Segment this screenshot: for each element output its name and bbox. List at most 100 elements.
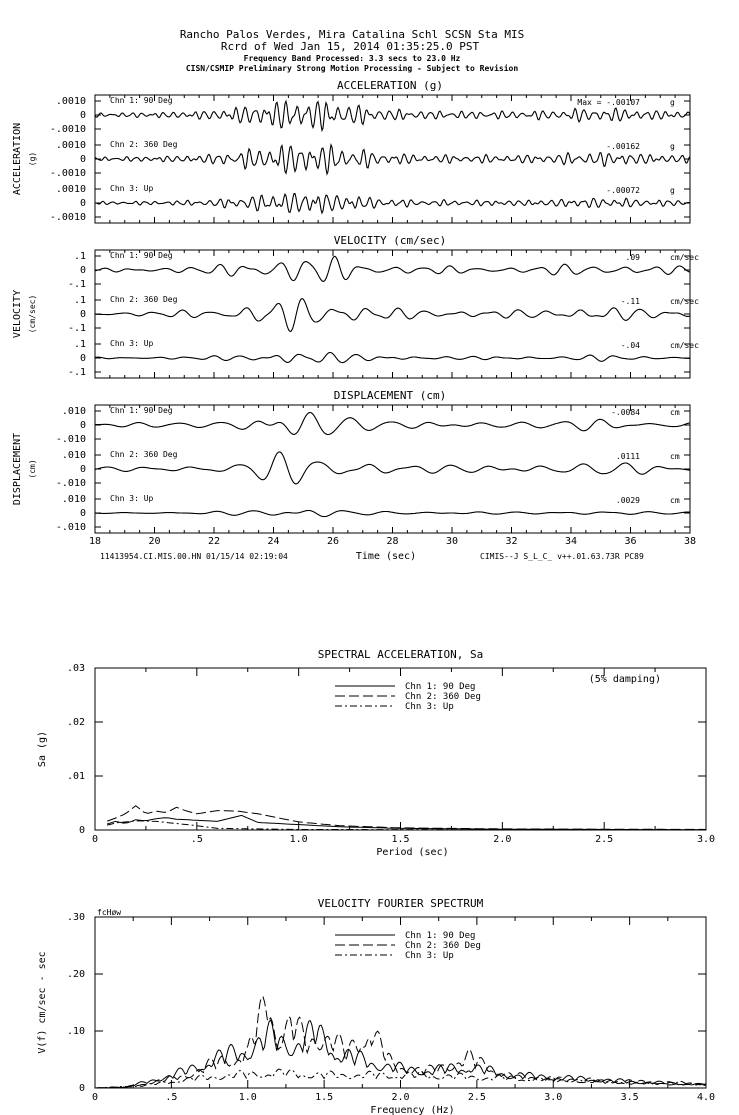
y-tick-label: .0010	[56, 96, 86, 107]
damping-note: (5% damping)	[589, 674, 661, 685]
x-tick-label: 36	[624, 536, 636, 547]
x-tick-label: 24	[267, 536, 279, 547]
chart-title: VELOCITY FOURIER SPECTRUM	[318, 897, 484, 910]
y-tick-label: -.0010	[50, 168, 86, 179]
channel-max: -.04	[621, 341, 640, 350]
x-tick-label: 30	[446, 536, 458, 547]
waveform-trace	[95, 411, 691, 436]
spectrum-series-line	[107, 805, 707, 830]
x-tick-label: 32	[505, 536, 517, 547]
channel-max: -.11	[621, 297, 640, 306]
y-tick-label: 0	[80, 265, 86, 276]
channel-unit: cm	[670, 408, 680, 417]
channel-label: Chn 1: 90 Deg	[110, 96, 173, 105]
channel-unit: g	[670, 142, 675, 151]
channel-max: .09	[626, 253, 641, 262]
spectrum-series-line	[94, 1068, 707, 1089]
channel-unit: g	[670, 98, 675, 107]
y-tick-label: -.010	[56, 434, 86, 445]
x-tick-label: 22	[208, 536, 220, 547]
waveform-trace	[95, 297, 691, 332]
channel-unit: cm/sec	[670, 341, 699, 350]
channel-unit: cm	[670, 452, 680, 461]
software-version: CIMIS--J S_L_C_ v++.01.63.73R PC89	[480, 552, 644, 561]
record-time: Rcrd of Wed Jan 15, 2014 01:35:25.0 PST	[221, 40, 480, 53]
y-tick-label: 0	[80, 508, 86, 519]
channel-max: .0029	[616, 496, 640, 505]
chart-frame	[94, 667, 707, 831]
x-tick-label: 2.0	[493, 834, 511, 845]
channel-max: -.0084	[611, 408, 640, 417]
waveform-trace	[94, 451, 691, 485]
x-tick-label: 26	[327, 536, 339, 547]
x-tick-label: 0	[92, 834, 98, 845]
y-tick-label: 0	[80, 353, 86, 364]
waveform-trace	[95, 192, 691, 215]
y-tick-label: .30	[67, 912, 85, 923]
record-id: 11413954.CI.MIS.00.HN 01/15/14 02:19:04	[100, 552, 288, 561]
channel-unit: cm/sec	[670, 297, 699, 306]
channel-label: Chn 3: Up	[110, 339, 154, 348]
x-tick-label: 4.0	[697, 1092, 715, 1103]
station-title: Rancho Palos Verdes, Mira Catalina Schl …	[180, 28, 524, 41]
channel-max: -.00162	[606, 142, 640, 151]
panel-title: VELOCITY (cm/sec)	[334, 234, 447, 247]
x-tick-label: 38	[684, 536, 696, 547]
timeseries-panel-0: ACCELERATION (g) ACCELERATION (g) .0010 0 -.0…	[12, 79, 691, 224]
panel-ylabel: ACCELERATION	[12, 123, 23, 195]
y-tick-label: .0010	[56, 140, 86, 151]
processing-note: CISN/CSMIP Preliminary Strong Motion Pro…	[186, 63, 519, 73]
x-tick-label: 1.0	[290, 834, 308, 845]
legend-label: Chn 2: 360 Deg	[405, 692, 481, 702]
x-tick-label: 2.5	[595, 834, 613, 845]
y-tick-label: .1	[74, 295, 86, 306]
timeseries-panel-1: VELOCITY (cm/sec) VELOCITY (cm/sec) .1 0 -.1 C…	[12, 234, 699, 379]
spectrum-chart-1: VELOCITY FOURIER SPECTRUM 0 .5 1.0 1.5 2.0 2.5…	[37, 897, 715, 1115]
channel-max: -.00072	[606, 186, 640, 195]
channel-label: Chn 2: 360 Deg	[110, 450, 178, 459]
channel-max: Max = -.00107	[577, 98, 640, 107]
channel-unit: cm/sec	[670, 253, 699, 262]
y-tick-label: 0	[80, 464, 86, 475]
y-tick-label: .10	[67, 1026, 85, 1037]
channel-label: Chn 3: Up	[110, 184, 154, 193]
spectrum-chart-0: SPECTRAL ACCELERATION, Sa 0 .5 1.0 1.5 2.0 2.5…	[37, 648, 715, 858]
legend-label: Chn 3: Up	[405, 951, 454, 961]
y-tick-label: -.0010	[50, 124, 86, 135]
x-tick-label: 1.5	[315, 1092, 333, 1103]
y-tick-label: 0	[79, 825, 85, 836]
y-tick-label: .1	[74, 251, 86, 262]
panel-ylabel: VELOCITY	[12, 290, 23, 338]
panel-title: DISPLACEMENT (cm)	[334, 389, 447, 402]
frequency-band: Frequency Band Processed: 3.3 secs to 23…	[244, 54, 461, 63]
waveform-trace	[94, 255, 691, 282]
x-tick-label: 1.5	[391, 834, 409, 845]
y-tick-label: 0	[79, 1083, 85, 1094]
x-axis-title: Period (sec)	[376, 847, 448, 858]
corner-label: fcHøw	[97, 908, 121, 917]
y-tick-label: .02	[67, 717, 85, 728]
y-tick-label: .01	[67, 771, 85, 782]
x-axis-title: Frequency (Hz)	[370, 1105, 454, 1115]
y-tick-label: 0	[80, 198, 86, 209]
legend-label: Chn 1: 90 Deg	[405, 931, 475, 941]
y-tick-label: 0	[80, 309, 86, 320]
x-tick-label: 0	[92, 1092, 98, 1103]
y-tick-label: .010	[62, 406, 86, 417]
x-tick-label: .5	[165, 1092, 177, 1103]
y-axis-title: V(f) cm/sec - sec	[37, 951, 48, 1053]
channel-label: Chn 2: 360 Deg	[110, 140, 178, 149]
y-tick-label: 0	[80, 420, 86, 431]
x-tick-label: 18	[89, 536, 101, 547]
chart-title: SPECTRAL ACCELERATION, Sa	[318, 648, 484, 661]
x-tick-label: .5	[191, 834, 203, 845]
x-tick-label: 2.0	[391, 1092, 409, 1103]
panel-ylabel-unit: (g)	[28, 152, 37, 166]
y-tick-label: .010	[62, 450, 86, 461]
panel-ylabel: DISPLACEMENT	[12, 433, 23, 505]
legend-label: Chn 1: 90 Deg	[405, 682, 475, 692]
panel-ylabel-unit: (cm/sec)	[28, 295, 37, 334]
legend-label: Chn 2: 360 Deg	[405, 941, 481, 951]
